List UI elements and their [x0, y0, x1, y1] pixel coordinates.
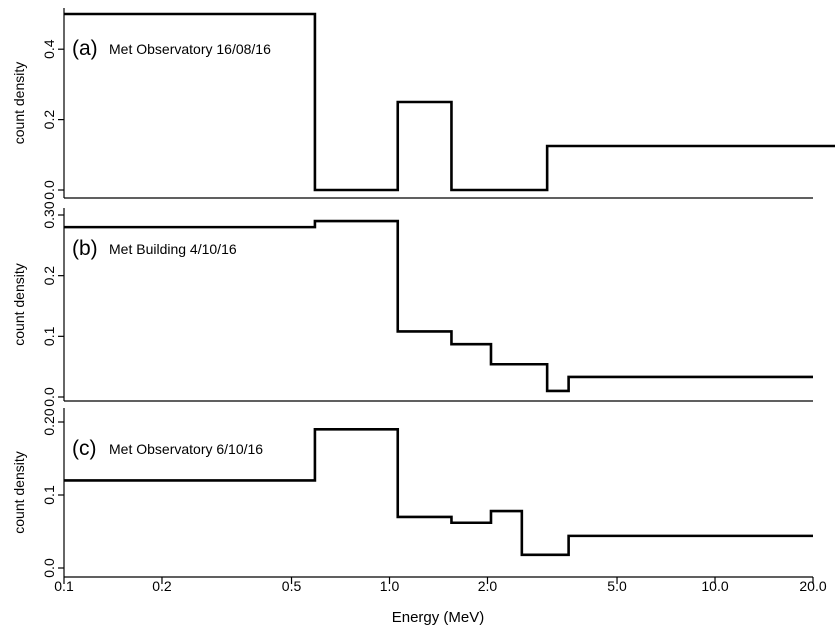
panel-2	[58, 408, 813, 578]
panel-title: Met Building 4/10/16	[109, 241, 237, 257]
panel-title: Met Observatory 6/10/16	[109, 441, 263, 457]
panel-title: Met Observatory 16/08/16	[109, 41, 271, 57]
y-tick-label: 0.30	[41, 201, 57, 228]
y-axis-label: count density	[11, 62, 27, 145]
y-tick-label: 0.0	[41, 558, 57, 578]
panel-tag: (a)	[72, 37, 98, 60]
y-tick-label: 0.1	[41, 326, 57, 346]
panel-tag: (c)	[72, 437, 97, 460]
x-tick-label: 5.0	[607, 578, 627, 594]
panel-1	[58, 208, 813, 402]
panel-0	[58, 8, 835, 199]
y-axis-label: count density	[11, 451, 27, 534]
y-tick-label: 0.1	[41, 485, 57, 505]
y-tick-label: 0.4	[41, 39, 57, 59]
y-tick-label: 0.2	[41, 266, 57, 286]
x-tick-label: 0.1	[54, 578, 74, 594]
x-tick-label: 10.0	[701, 578, 728, 594]
y-axis-label: count density	[11, 263, 27, 346]
y-tick-label: 0.20	[41, 408, 57, 435]
y-tick-label: 0.2	[41, 110, 57, 130]
x-tick-label: 2.0	[478, 578, 498, 594]
x-tick-label: 0.5	[282, 578, 302, 594]
x-tick-label: 1.0	[380, 578, 400, 594]
x-axis-label: Energy (MeV)	[392, 609, 485, 626]
x-tick-label: 0.2	[152, 578, 172, 594]
y-tick-label: 0.0	[41, 387, 57, 407]
panel-tag: (b)	[72, 237, 98, 260]
step-series	[64, 428, 813, 557]
step-series	[64, 219, 813, 393]
step-series	[64, 12, 813, 192]
x-tick-label: 20.0	[799, 578, 826, 594]
y-tick-label: 0.0	[41, 180, 57, 200]
